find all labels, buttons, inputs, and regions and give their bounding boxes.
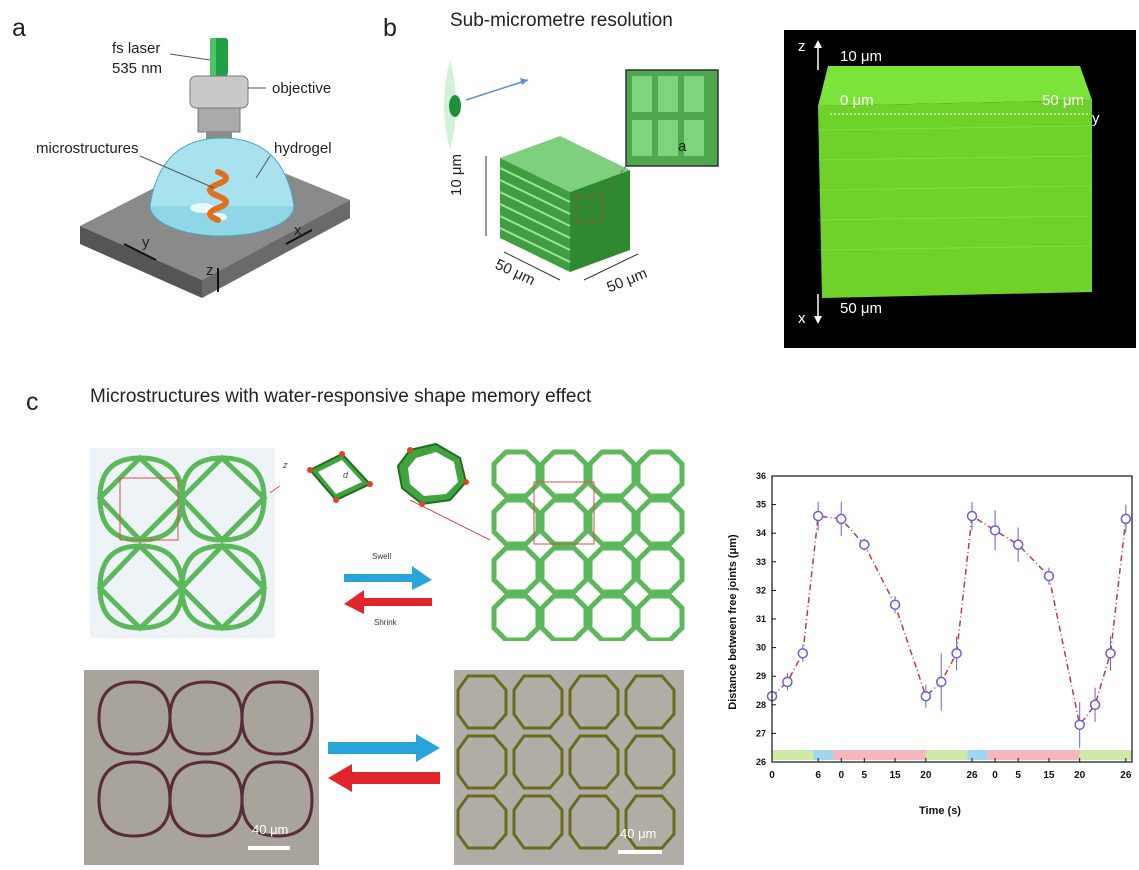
chart-point-13	[1043, 570, 1055, 582]
panel-a-schematic	[80, 38, 350, 298]
chart-x-tick-label-6: 26	[966, 770, 978, 781]
chart-y-tick-label-0: 26	[756, 757, 766, 767]
chart-y-tick-label-1: 27	[756, 728, 766, 738]
confocal-axis-y: y	[1092, 110, 1100, 127]
chart-bands	[772, 750, 1132, 760]
dim-height-label: 10 μm	[448, 154, 465, 196]
chart-point-4	[835, 513, 847, 525]
chart-band-3	[925, 750, 968, 760]
objective-label: objective	[272, 80, 332, 97]
micrograph-octagon: 40 μm	[454, 670, 684, 865]
chart-point-10	[966, 510, 978, 522]
chart-x-tick-label-5: 20	[920, 770, 932, 781]
axis-x-label: x	[294, 222, 302, 239]
chart-point-6	[889, 599, 901, 610]
axis-y-label: y	[142, 234, 150, 251]
panel-b-title: Sub-micrometre resolution	[450, 10, 673, 31]
octagon-lattice-schematic	[491, 449, 685, 641]
chart-band-4	[967, 750, 988, 760]
confocal-label-top: 10 μm	[840, 48, 882, 65]
chart-point-11	[989, 525, 1001, 536]
unit-cell-diagrams	[270, 442, 492, 540]
confocal-cuboid	[814, 40, 1093, 324]
confocal-label-start: 0 μm	[840, 92, 874, 109]
scale-bar-left-label: 40 μm	[252, 822, 289, 837]
octagon-grid	[491, 449, 685, 641]
chart-x-tick-label-8: 5	[1015, 770, 1021, 781]
chart-y-tick-label-10: 36	[756, 471, 766, 481]
swell-shrink-arrows	[344, 566, 432, 614]
chart-y-tick-label-5: 31	[756, 614, 766, 624]
panel-b-schematic	[444, 60, 719, 281]
confocal-label-end: 50 μm	[1042, 92, 1084, 109]
chart-point-15	[1089, 699, 1101, 711]
micrograph-square: 40 μm	[84, 670, 319, 865]
chart-point-12	[1012, 539, 1024, 550]
chart-x-tick-label-9: 15	[1043, 770, 1055, 781]
chart-point-9	[951, 648, 962, 659]
unit-cell-d-label: d	[343, 470, 349, 480]
chart-point-7	[920, 690, 932, 702]
chart-y-tick-label-4: 30	[756, 643, 766, 653]
panel-c-title: Microstructures with water-responsive sh…	[90, 386, 592, 407]
square-lattice-schematic	[90, 448, 275, 638]
chart-y-tick-label-8: 34	[756, 528, 766, 538]
chart-band-5	[987, 750, 1080, 760]
microstructures-label: microstructures	[36, 140, 139, 157]
axis-z-label: z	[206, 262, 214, 279]
chart-point-2	[797, 648, 809, 659]
chart-y-axis-label: Distance between free joints (μm)	[727, 534, 739, 710]
scale-bar-right-label: 40 μm	[620, 826, 657, 841]
chart-x-tick-label-0: 0	[769, 770, 775, 781]
chart-y-tick-label-2: 28	[756, 700, 766, 710]
chart-point-16	[1105, 648, 1116, 659]
chart-x-tick-label-4: 15	[890, 770, 902, 781]
chart-x-tick-label-11: 26	[1120, 770, 1132, 781]
confocal-axis-z: z	[798, 38, 806, 55]
chart-point-8	[935, 676, 947, 688]
panel-b-letter: b	[383, 14, 397, 42]
chart-x-tick-label-1: 6	[815, 770, 821, 781]
chart-y-tick-label-3: 29	[756, 671, 766, 681]
confocal-axis-x: x	[798, 310, 806, 327]
chart-y-tick-label-7: 33	[756, 557, 766, 567]
chart-x-tick-label-2: 0	[838, 770, 844, 781]
chart-point-1	[782, 676, 793, 688]
chart-series-line	[771, 514, 1127, 727]
chart-band-6	[1079, 750, 1132, 760]
micrograph-arrows	[328, 734, 440, 792]
chart-point-3	[812, 510, 824, 522]
chart-x-tick-label-10: 20	[1074, 770, 1086, 781]
shrink-label: Shrink	[374, 618, 397, 627]
chart-band-1	[813, 750, 834, 760]
inset-label: a	[678, 138, 687, 155]
chart-point-14	[1074, 719, 1085, 731]
swell-label: Swell	[372, 552, 392, 561]
chart-y-tick-label-6: 32	[756, 585, 766, 595]
chart-point-5	[859, 539, 870, 550]
chart-x-axis-label: Time (s)	[919, 805, 961, 817]
laser-label-line2: 535 nm	[112, 60, 163, 77]
laser-label-line1: fs laser	[112, 40, 161, 57]
hydrogel-label: hydrogel	[274, 140, 332, 157]
panel-a-letter: a	[12, 14, 26, 42]
unit-cell-z-label: z	[283, 460, 288, 470]
chart-y-tick-label-9: 35	[756, 500, 766, 510]
panel-c-letter: c	[26, 388, 39, 416]
confocal-label-bottom: 50 μm	[840, 300, 882, 317]
chart-band-0	[772, 750, 814, 760]
chart-band-2	[833, 750, 926, 760]
chart-x-tick-label-3: 5	[862, 770, 868, 781]
chart-x-tick-label-7: 0	[992, 770, 998, 781]
confocal-image: z 10 μm 0 μm 50 μm y x 50 μm	[784, 30, 1136, 348]
chart-series	[766, 501, 1132, 748]
chart-point-17	[1120, 513, 1132, 525]
